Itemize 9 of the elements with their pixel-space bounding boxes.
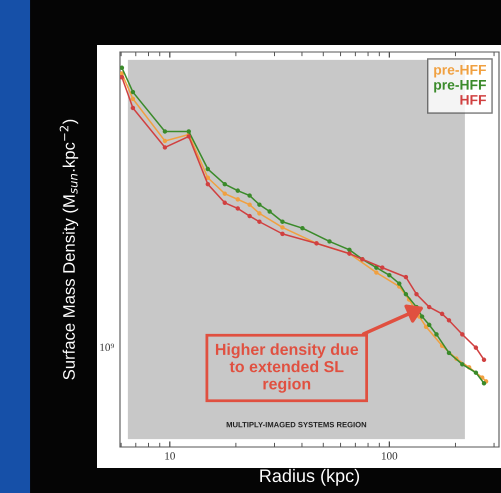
x-axis-title: Radius (kpc) (260, 468, 360, 486)
x-tick-label: 100 (382, 452, 398, 460)
annotation: Higher density due to extended SL region (216, 343, 358, 393)
text: HFF (460, 95, 486, 105)
x-tick-label: 10 (165, 452, 175, 460)
text: pre-HFF (434, 80, 486, 92)
y-axis-title: Surface Mass Density (M$_{sun}$.kpc$^{−2}$) (60, 120, 78, 380)
text: pre-HFF (434, 65, 486, 78)
text: 10⁹ (100, 344, 114, 352)
